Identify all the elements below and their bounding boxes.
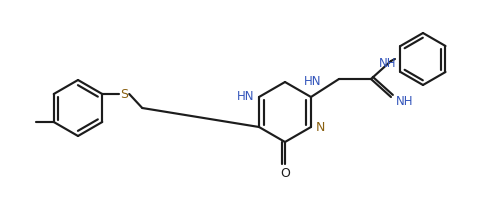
Text: HN: HN	[237, 90, 254, 103]
Text: NH: NH	[378, 57, 395, 70]
Text: NH: NH	[395, 95, 413, 108]
Text: O: O	[279, 167, 289, 180]
Text: S: S	[120, 88, 128, 101]
Text: N: N	[315, 121, 324, 134]
Text: HN: HN	[303, 75, 320, 88]
